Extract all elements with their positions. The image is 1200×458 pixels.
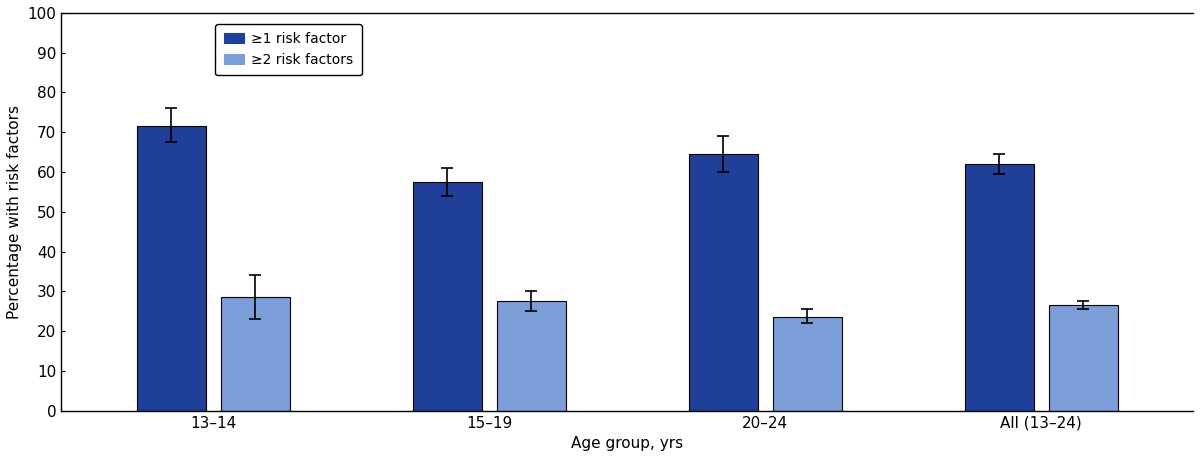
Bar [221, 297, 289, 411]
Bar [773, 317, 841, 411]
Bar [413, 182, 481, 411]
Bar [497, 301, 565, 411]
Bar [1049, 305, 1117, 411]
Bar [137, 126, 205, 411]
Legend: ≥1 risk factor, ≥2 risk factors: ≥1 risk factor, ≥2 risk factors [215, 24, 362, 76]
Bar [689, 154, 757, 411]
X-axis label: Age group, yrs: Age group, yrs [571, 436, 683, 451]
Bar [965, 164, 1033, 411]
Y-axis label: Percentage with risk factors: Percentage with risk factors [7, 105, 22, 319]
